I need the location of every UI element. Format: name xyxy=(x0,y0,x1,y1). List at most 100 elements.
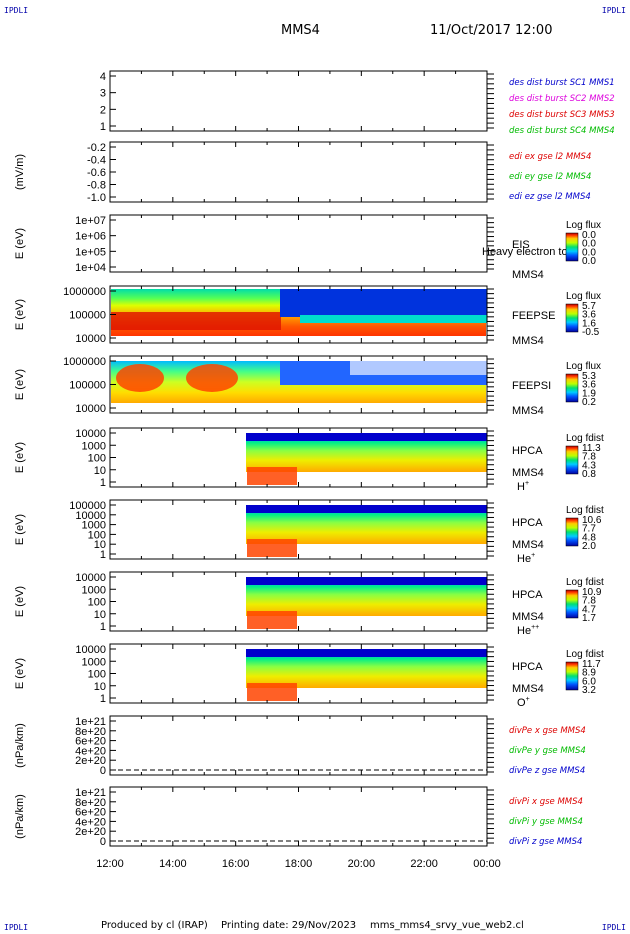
y-tick-label: 1e+07 xyxy=(75,215,106,227)
species-charge: ++ xyxy=(531,624,539,631)
overlap-label: Heavy electron tof xyxy=(482,246,572,258)
footer-script: mms_mms4_srvy_vue_web2.cl xyxy=(370,920,524,931)
y-tick-label: 10000 xyxy=(75,510,106,522)
panel-frame xyxy=(109,715,488,776)
colorbar-tick: 10.6 xyxy=(582,515,602,526)
y-tick-label: 6e+20 xyxy=(75,736,106,748)
y-tick-label: -0.6 xyxy=(87,167,106,179)
corner-label-top-right: IPDLI xyxy=(601,6,626,15)
feepsi-gap xyxy=(350,361,487,375)
hpca-top-band xyxy=(246,505,487,513)
colorbar xyxy=(565,232,579,262)
panel-1: 4 3 2 1 des dist burst SC1 MMS1 des dist burs… xyxy=(100,70,615,136)
colorbar-tick: 0.0 xyxy=(582,239,596,250)
colorbar-tick: 8.9 xyxy=(582,668,596,679)
instrument-label: MMS4 xyxy=(512,335,544,347)
species-label: H+ xyxy=(517,480,529,493)
instrument-label: MMS4 xyxy=(512,683,544,695)
species-charge: + xyxy=(525,480,529,487)
y-tick-label: -0.2 xyxy=(87,142,106,154)
species-label: He+ xyxy=(517,552,535,565)
y-tick-label: -0.4 xyxy=(87,155,106,167)
legend-entry: edi ey gse l2 MMS4 xyxy=(509,172,591,182)
y-axis-label: E (eV) xyxy=(14,228,26,259)
y-tick-label: 1e+21 xyxy=(75,716,106,728)
y-tick-label: 1000 xyxy=(82,656,106,668)
colorbar-tick: 0.0 xyxy=(582,230,596,241)
y-tick-label: 1e+05 xyxy=(75,246,106,258)
colorbar-tick: 2.0 xyxy=(582,541,596,552)
colorbar-tick: 0.0 xyxy=(582,247,596,258)
y-tick-label: 4 xyxy=(100,71,106,83)
hpca-top-band xyxy=(246,433,487,441)
page-title: MMS4 xyxy=(281,23,320,38)
colorbar-tick: 11.7 xyxy=(582,659,601,670)
colorbar-tick: 4.8 xyxy=(582,532,596,543)
y-tick-label: 100000 xyxy=(69,380,106,392)
y-tick-label: 0 xyxy=(100,836,106,848)
panel-2: -0.2-0.4-0.6-0.8-1.0 (mV/m) edi ex gse l2 … xyxy=(14,141,591,204)
y-tick-label: 6e+20 xyxy=(75,807,106,819)
time-axis-label: 20:00 xyxy=(348,858,376,870)
colorbar-tick: 10.9 xyxy=(582,587,602,598)
y-tick-label: 4e+20 xyxy=(75,745,106,757)
legend-entry: divPi y gse MMS4 xyxy=(509,817,583,827)
colorbar-tick: 5.3 xyxy=(582,371,596,382)
legend-entry: des dist burst SC2 MMS2 xyxy=(509,94,615,104)
feepsi-hot-blob xyxy=(116,364,164,392)
instrument-label: MMS4 xyxy=(512,467,544,479)
species-charge: + xyxy=(526,696,530,703)
colorbar-title: Log flux xyxy=(566,361,601,372)
y-tick-label: 1 xyxy=(100,549,106,561)
panel-frame xyxy=(109,786,488,847)
y-tick-label: 3 xyxy=(100,88,106,100)
time-axis-label: 16:00 xyxy=(222,858,250,870)
y-tick-label: 100 xyxy=(88,669,106,681)
colorbar-tick: 7.7 xyxy=(582,524,596,535)
instrument-label: HPCA xyxy=(512,589,543,601)
instrument-label: EIS xyxy=(512,239,530,251)
hpca-low-energy-burst xyxy=(247,467,297,485)
y-tick-label: 1e+06 xyxy=(75,231,106,243)
legend-entry: des dist burst SC4 MMS4 xyxy=(509,126,615,136)
corner-label-bottom-right: IPDLI xyxy=(601,923,626,932)
colorbar-tick: 1.9 xyxy=(582,388,596,399)
species-charge: + xyxy=(531,552,535,559)
footer-produced: Produced by cl (IRAP) xyxy=(101,920,208,931)
instrument-label: HPCA xyxy=(512,445,543,457)
y-tick-label: 2e+20 xyxy=(75,826,106,838)
colorbar-tick: 3.6 xyxy=(582,380,596,391)
hpca-low-energy-burst xyxy=(247,611,297,629)
corner-label-bottom-left: IPDLI xyxy=(4,923,29,932)
y-tick-label: -1.0 xyxy=(87,192,106,204)
y-axis-label: E (eV) xyxy=(14,586,26,617)
colorbar xyxy=(565,517,579,547)
y-tick-label: 10 xyxy=(94,539,106,551)
colorbar-title: Log flux xyxy=(566,220,601,231)
feepse-low-flux xyxy=(280,289,487,317)
colorbar-title: Log fdist xyxy=(566,433,604,444)
y-axis-label: (nPa/km) xyxy=(14,794,26,839)
colorbar-tick: 3.2 xyxy=(582,685,596,696)
colorbar xyxy=(565,373,579,403)
y-tick-label: 1 xyxy=(100,121,106,133)
colorbar-tick: 7.8 xyxy=(582,596,596,607)
hpca-top-band xyxy=(246,649,487,657)
y-tick-label: 100000 xyxy=(69,310,106,322)
y-axis-label: E (eV) xyxy=(14,658,26,689)
panel-4: 1000000 100000 10000 E (eV) FEEPSE MMS4 Log fl… xyxy=(14,285,601,347)
y-tick-label: 10000 xyxy=(75,572,106,584)
colorbar xyxy=(565,589,579,619)
instrument-label: MMS4 xyxy=(512,405,544,417)
colorbar-tick: 1.6 xyxy=(582,318,596,329)
y-tick-label: 1 xyxy=(100,693,106,705)
y-tick-label: 10000 xyxy=(75,403,106,415)
panel-frame xyxy=(109,141,488,203)
y-axis-label: (nPa/km) xyxy=(14,723,26,768)
panel-frame xyxy=(109,70,488,132)
